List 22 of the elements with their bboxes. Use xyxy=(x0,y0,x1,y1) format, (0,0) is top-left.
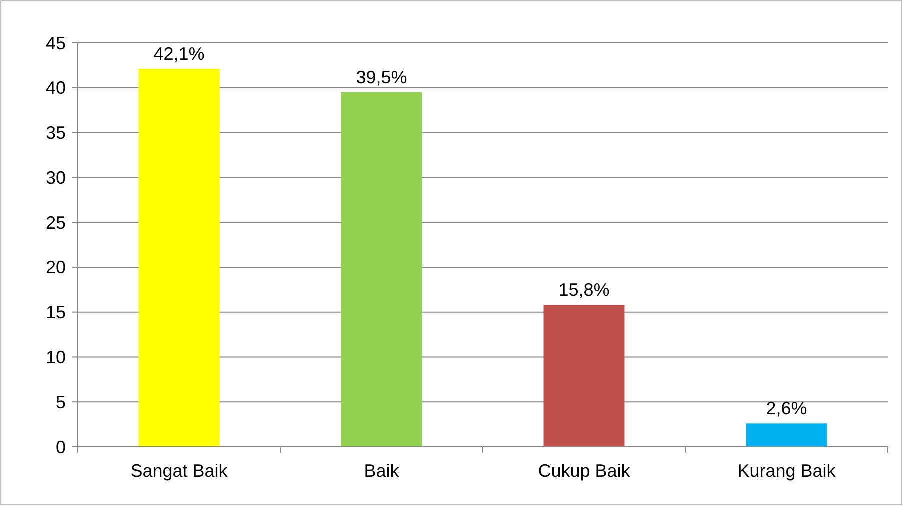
bar xyxy=(544,305,625,447)
y-tick-label: 0 xyxy=(56,437,66,458)
y-tick-label: 10 xyxy=(46,348,66,368)
x-tick-label: Sangat Baik xyxy=(130,461,229,481)
y-tick-label: 40 xyxy=(46,78,66,98)
x-tick-label: Cukup Baik xyxy=(538,461,632,481)
data-label: 2,6% xyxy=(766,398,808,419)
data-label: 42,1% xyxy=(154,44,205,64)
bar xyxy=(138,69,220,447)
x-tick-label: Kurang Baik xyxy=(738,461,837,481)
y-tick-label: 5 xyxy=(56,392,66,412)
data-label: 39,5% xyxy=(356,67,408,88)
y-tick-label: 20 xyxy=(46,258,66,278)
bar xyxy=(341,92,422,447)
y-tick-label: 30 xyxy=(46,168,66,188)
data-label: 15,8% xyxy=(558,280,610,300)
y-tick-label: 15 xyxy=(46,302,66,323)
y-tick-label: 45 xyxy=(46,33,66,54)
y-tick-label: 35 xyxy=(46,123,66,144)
y-tick-label: 25 xyxy=(46,212,66,233)
x-tick-label: Baik xyxy=(364,461,400,481)
bar xyxy=(746,424,828,447)
